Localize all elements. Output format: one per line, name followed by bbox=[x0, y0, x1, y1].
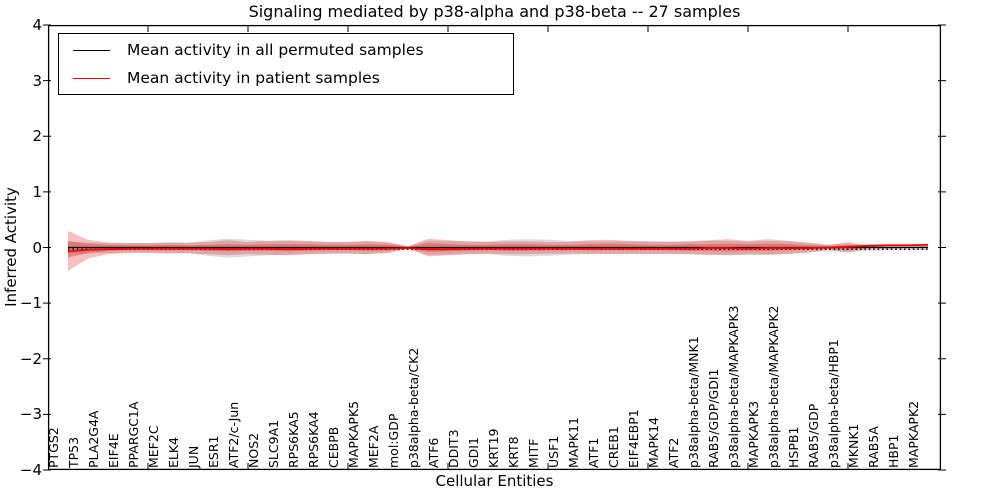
y-tick-label: 1 bbox=[32, 182, 42, 201]
x-category-label: RPS6KA5 bbox=[286, 411, 301, 468]
y-tick-label: 2 bbox=[32, 127, 42, 146]
x-category-label: RAB5/GDP bbox=[806, 403, 821, 468]
y-tick-label: 3 bbox=[32, 71, 42, 90]
x-category-label: USF1 bbox=[546, 435, 561, 468]
x-category-label: p38alpha-beta/MAPKAPK3 bbox=[726, 305, 741, 469]
x-category-label: RAB5A bbox=[866, 426, 881, 468]
x-category-label: MAPK11 bbox=[566, 417, 581, 468]
x-category-label: ATF6 bbox=[426, 437, 441, 468]
legend-item-permuted: Mean activity in all permuted samples bbox=[59, 41, 513, 59]
x-category-label: p38alpha-beta/MNK1 bbox=[686, 336, 701, 468]
x-category-label: MEF2C bbox=[146, 425, 161, 468]
x-category-label: GDI1 bbox=[466, 437, 481, 468]
line-Mean-activity-in-patient-samples bbox=[67, 243, 929, 253]
band-patient-samples-range-outer- bbox=[68, 230, 928, 271]
x-category-label: JUN bbox=[186, 445, 201, 468]
x-category-label: TP53 bbox=[66, 436, 81, 468]
black-line-sample-icon bbox=[73, 49, 110, 51]
chart-canvas bbox=[43, 24, 946, 471]
y-tick-label: 4 bbox=[32, 16, 42, 34]
x-category-label: p38alpha-beta/CK2 bbox=[406, 347, 421, 468]
x-category-label: MKNK1 bbox=[846, 423, 861, 468]
page-title: Signaling mediated by p38-alpha and p38-… bbox=[248, 2, 741, 21]
x-category-label: ELK4 bbox=[166, 436, 181, 468]
x-category-label: MAPKAPK5 bbox=[346, 400, 361, 468]
y-tick-label: −3 bbox=[19, 405, 42, 424]
x-category-label: CEBPB bbox=[326, 426, 341, 468]
y-tick-label: −1 bbox=[19, 294, 42, 313]
x-category-label: RAB5/GDP/GDI1 bbox=[706, 368, 721, 468]
red-line-sample-icon bbox=[73, 77, 110, 79]
x-category-label: EIF4E bbox=[106, 433, 121, 468]
x-category-label: HSPB1 bbox=[786, 426, 801, 468]
plot-area bbox=[43, 24, 946, 471]
x-category-label: MAPKAPK3 bbox=[746, 400, 761, 468]
x-category-label: RPS6KA4 bbox=[306, 411, 321, 468]
x-category-label: SLC9A1 bbox=[266, 419, 281, 468]
x-category-label: MAPK14 bbox=[646, 417, 661, 468]
x-category-label: ATF1 bbox=[586, 437, 601, 468]
x-category-label: p38alpha-beta/MAPKAPK2 bbox=[766, 305, 781, 469]
x-category-label: MITF bbox=[526, 438, 541, 468]
y-tick-label: −4 bbox=[19, 461, 42, 479]
x-category-label: PLA2G4A bbox=[86, 410, 101, 468]
legend-label: Mean activity in all permuted samples bbox=[127, 41, 424, 59]
legend: Mean activity in all permuted samples Me… bbox=[58, 33, 514, 95]
x-category-label: NOS2 bbox=[246, 432, 261, 468]
x-category-label: EIF4EBP1 bbox=[626, 409, 641, 468]
x-axis-label: Cellular Entities bbox=[435, 472, 554, 490]
legend-item-patient: Mean activity in patient samples bbox=[59, 69, 513, 87]
x-category-label: KRT8 bbox=[506, 436, 521, 468]
legend-label: Mean activity in patient samples bbox=[127, 69, 380, 87]
x-category-label: KRT19 bbox=[486, 428, 501, 468]
y-tick-label: −2 bbox=[19, 349, 42, 368]
y-tick-label: 0 bbox=[32, 238, 42, 257]
x-category-label: MEF2A bbox=[366, 425, 381, 468]
x-category-label: PTGS2 bbox=[46, 427, 61, 468]
x-category-label: p38alpha-beta/HBP1 bbox=[826, 339, 841, 468]
x-category-label: MAPKAPK2 bbox=[906, 400, 921, 468]
x-category-label: CREB1 bbox=[606, 426, 621, 468]
x-category-label: HBP1 bbox=[886, 434, 901, 468]
x-category-label: PPARGC1A bbox=[126, 401, 141, 468]
x-category-label: ATF2 bbox=[666, 437, 681, 468]
x-category-label: ESR1 bbox=[206, 435, 221, 468]
x-category-label: DDIT3 bbox=[446, 429, 461, 468]
x-category-label: mol:GDP bbox=[386, 413, 401, 468]
x-category-label: ATF2/c-Jun bbox=[226, 401, 241, 468]
